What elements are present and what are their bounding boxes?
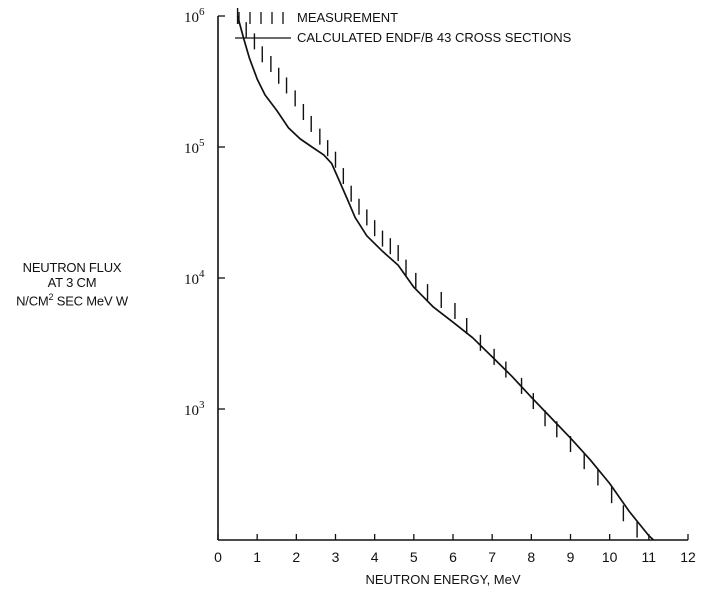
y-axis-label-line1: NEUTRON FLUX: [22, 260, 122, 275]
legend-symbol-measurement: [238, 12, 284, 24]
x-tick-label: 1: [253, 549, 261, 565]
x-tick-label: 8: [527, 549, 535, 565]
x-tick-label: 6: [449, 549, 457, 565]
y-tick-label: 103: [184, 399, 205, 419]
y-tick-label: 104: [184, 268, 205, 288]
legend-label-measurement: MEASUREMENT: [297, 10, 399, 25]
x-tick-label: 11: [642, 549, 657, 565]
y-axis-label-unit-pre: N/CM: [16, 293, 49, 309]
x-axis-title: NEUTRON ENERGY, MeV: [365, 572, 520, 587]
x-tick-label: 4: [371, 549, 379, 565]
x-tick-label: 0: [214, 549, 222, 565]
legend: MEASUREMENT CALCULATED ENDF/B 43 CROSS S…: [235, 8, 571, 48]
legend-label-calculated: CALCULATED ENDF/B 43 CROSS SECTIONS: [297, 30, 572, 45]
x-tick-label: 2: [292, 549, 300, 565]
series-calculated-line: [236, 15, 655, 541]
y-axis-label-line3: N/CM2 SEC MeV W: [2, 290, 142, 308]
x-tick-label: 3: [332, 549, 340, 565]
x-tick-label: 9: [567, 549, 575, 565]
legend-entry-calculated: CALCULATED ENDF/B 43 CROSS SECTIONS: [235, 28, 571, 48]
x-tick-label: 5: [410, 549, 418, 565]
x-tick-label: 12: [680, 549, 696, 565]
x-tick-label: 7: [488, 549, 496, 565]
y-axis-label-line2: AT 3 CM: [47, 275, 97, 290]
legend-symbol-calculated: [235, 37, 291, 39]
legend-entry-measurement: MEASUREMENT: [235, 8, 571, 28]
x-tick-label: 10: [602, 549, 618, 565]
y-axis-label-unit-post: SEC MeV W: [53, 293, 128, 309]
y-axis-label-unit-sup: 2: [48, 292, 54, 302]
y-tick-label: 106: [184, 6, 205, 26]
y-tick-label: 105: [184, 137, 205, 157]
y-axis-label: NEUTRON FLUX AT 3 CM N/CM2 SEC MeV W: [2, 260, 142, 308]
